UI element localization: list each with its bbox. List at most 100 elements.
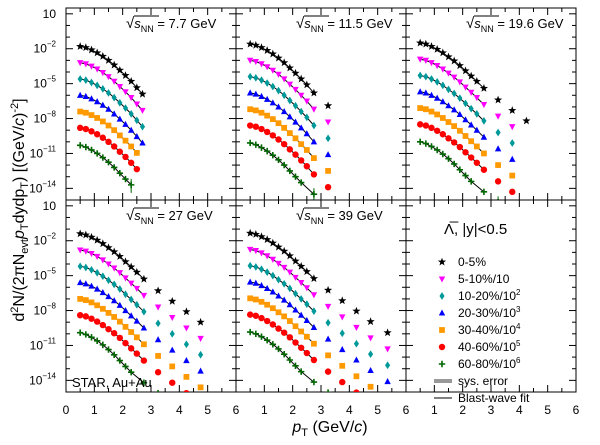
- energy-label: √sNN = 27 GeV: [126, 207, 213, 226]
- data-point: [127, 159, 135, 166]
- data-point: [133, 334, 140, 341]
- series-0: [76, 42, 147, 98]
- data-point: [258, 144, 265, 151]
- data-point: [494, 145, 502, 152]
- data-point: [304, 300, 310, 308]
- data-point: [82, 109, 89, 116]
- data-point: [473, 95, 481, 102]
- data-point: [128, 329, 135, 335]
- data-point: [467, 71, 476, 80]
- data-point: [311, 340, 317, 347]
- data-point: [154, 336, 162, 343]
- data-point: [275, 309, 282, 316]
- data-layer: [416, 38, 531, 200]
- data-point: [258, 333, 265, 340]
- data-point: [310, 378, 318, 386]
- data-point: [433, 63, 441, 70]
- data-point: [157, 389, 159, 392]
- data-point: [286, 146, 294, 153]
- series-1: [76, 247, 204, 342]
- data-point: [353, 373, 360, 380]
- data-point: [309, 274, 319, 283]
- data-point: [291, 256, 300, 265]
- data-point: [303, 98, 311, 105]
- data-point: [352, 306, 361, 315]
- data-point: [93, 253, 101, 260]
- data-point: [121, 71, 130, 79]
- y-tick-label: 10−14: [29, 179, 56, 195]
- series-6: [76, 329, 159, 392]
- data-layer: [76, 229, 205, 392]
- data-point: [252, 123, 260, 130]
- data-point: [303, 130, 311, 137]
- legend-entry: 60-80%/106: [458, 356, 521, 371]
- data-point: [116, 270, 124, 277]
- y-tick-label: 10−5: [34, 267, 57, 283]
- data-point: [310, 292, 318, 299]
- data-point: [325, 318, 331, 327]
- data-point: [416, 88, 424, 95]
- data-point: [508, 106, 517, 114]
- blast-wave-fit-line: [80, 94, 143, 144]
- data-point: [197, 367, 204, 374]
- data-point: [367, 335, 374, 342]
- blast-wave-fit-line: [80, 78, 143, 128]
- data-point: [122, 175, 129, 183]
- data-point: [269, 132, 277, 139]
- data-point: [462, 99, 469, 108]
- data-point: [462, 84, 469, 91]
- data-point: [467, 178, 475, 185]
- data-point: [105, 74, 112, 81]
- data-point: [445, 135, 452, 142]
- data-point: [122, 307, 129, 314]
- sys-error-swatch: [434, 379, 452, 383]
- data-point: [274, 242, 283, 251]
- data-point: [198, 350, 204, 359]
- data-point: [450, 74, 458, 81]
- data-point: [509, 139, 515, 147]
- data-point: [122, 275, 129, 282]
- x-tick-label: 2: [459, 403, 466, 417]
- data-point: [269, 288, 277, 295]
- data-point: [495, 128, 501, 137]
- data-point: [509, 188, 516, 196]
- data-point: [456, 127, 463, 134]
- data-point: [297, 368, 305, 375]
- legend-entry: 0-5%: [458, 255, 486, 269]
- data-point: [116, 334, 124, 342]
- data-point: [297, 311, 305, 318]
- data-point: [324, 335, 332, 342]
- data-point: [105, 276, 112, 285]
- data-point: [473, 126, 481, 133]
- data-point: [247, 106, 254, 113]
- data-point: [246, 57, 254, 64]
- data-point: [450, 56, 459, 65]
- data-point: [285, 63, 294, 72]
- data-point: [292, 362, 299, 370]
- data-point: [367, 383, 374, 390]
- data-point: [169, 346, 176, 353]
- data-point: [263, 128, 271, 136]
- data-point: [509, 155, 516, 162]
- data-point: [88, 146, 95, 154]
- energy-label: √sNN = 39 GeV: [296, 207, 383, 226]
- data-point: [168, 296, 177, 305]
- data-point: [155, 319, 161, 328]
- data-point: [82, 143, 90, 151]
- x-tick-label: 3: [148, 403, 155, 417]
- data-point: [134, 300, 140, 309]
- data-point: [445, 155, 452, 162]
- data-point: [258, 314, 265, 322]
- data-point: [303, 349, 311, 357]
- data-point: [122, 323, 129, 330]
- series-3: [76, 279, 204, 374]
- series-0: [416, 38, 531, 125]
- data-point: [155, 353, 161, 359]
- data-point: [269, 152, 277, 159]
- data-point: [292, 86, 299, 93]
- data-point: [183, 325, 190, 332]
- data-point: [324, 184, 332, 191]
- data-point: [141, 341, 147, 348]
- x-tick-label: 1: [91, 403, 98, 417]
- series-6: [416, 138, 499, 200]
